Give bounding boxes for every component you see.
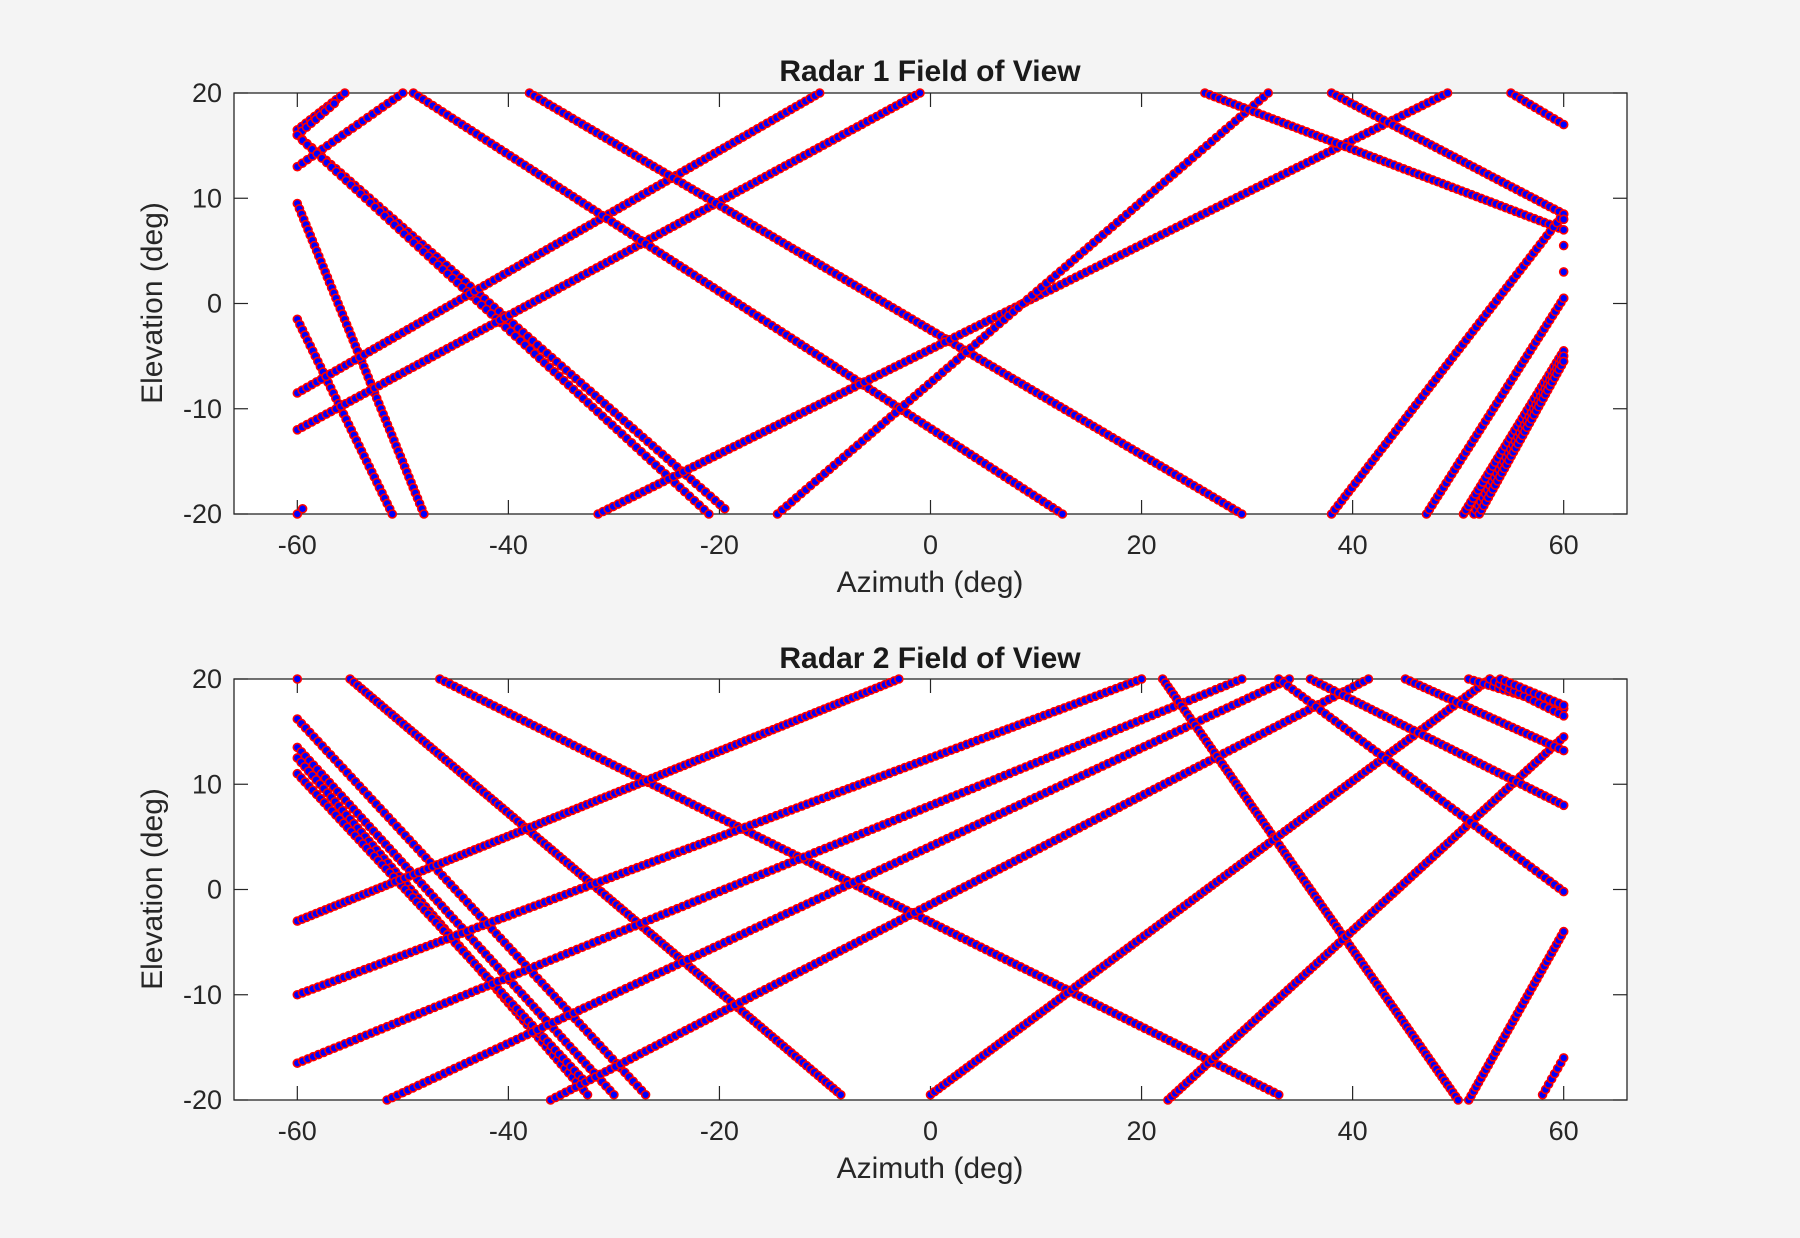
radar-2-ytick-label: -20 — [183, 1085, 222, 1115]
radar-1-track-17-point — [1558, 119, 1569, 130]
radar-2-track-17-point — [1558, 745, 1569, 756]
radar-2-track-13-point — [1453, 1095, 1463, 1105]
radar-2-title: Radar 2 Field of View — [779, 642, 1081, 675]
radar-1-ylabel: Elevation (deg) — [136, 202, 169, 404]
radar-2-track-7-point — [1273, 1089, 1284, 1100]
radar-1-track-1-point — [340, 88, 350, 98]
radar-2-track-1-point — [292, 674, 303, 684]
radar-2-xtick-label: -60 — [278, 1116, 317, 1146]
radar-1-track-13-point — [1442, 88, 1453, 98]
radar-2-ylabel: Elevation (deg) — [136, 788, 169, 990]
radar-1-ytick-label: 0 — [207, 289, 222, 319]
radar-1-track-22-point — [1558, 356, 1569, 367]
radar-2-track-4-point — [582, 1089, 593, 1100]
radar-1-xlabel: Azimuth (deg) — [837, 566, 1024, 599]
radar-1-xtick-label: 20 — [1127, 530, 1157, 560]
radar-2-points — [292, 674, 1569, 1105]
radar-1-track-6-point — [419, 509, 429, 519]
radar-1-track-10-point — [915, 88, 925, 98]
radar-2-ytick-label: 20 — [192, 664, 222, 694]
radar-1-ytick-label: -10 — [183, 394, 222, 424]
radar-1-title: Radar 1 Field of View — [779, 55, 1081, 88]
radar-2-track-6-point — [835, 1089, 846, 1100]
radar-2-track-16-point — [1558, 800, 1569, 811]
radar-1-axes: Radar 1 Field of View Azimuth (deg) Elev… — [136, 55, 1628, 599]
radar-1-track-7-point — [387, 509, 398, 519]
radar-2-xtick-label: 60 — [1549, 1116, 1579, 1146]
radar-1-track-15-point — [1558, 225, 1569, 235]
radar-1-track-23-point — [1558, 214, 1569, 225]
radar-2-axes: Radar 2 Field of View Azimuth (deg) Elev… — [136, 642, 1628, 1185]
radar-1-track-14-point — [1263, 88, 1273, 98]
radar-1-track-23-point — [1558, 267, 1569, 277]
radar-1-track-23-point — [1558, 240, 1569, 251]
radar-1-xtick-label: 0 — [923, 530, 938, 560]
radar-1-points — [292, 88, 1569, 519]
radar-2-track-21-point — [1558, 700, 1569, 711]
radar-2-track-20-point — [1558, 711, 1569, 721]
radar-2-track-12-point — [1363, 674, 1374, 684]
radar-1-track-12-point — [1237, 509, 1247, 519]
radar-1-ytick-label: -20 — [183, 499, 222, 529]
radar-1-track-23-point — [1558, 293, 1569, 304]
radar-1-xtick-label: -40 — [489, 530, 528, 560]
radar-1-ticks: -60 -40 -20 0 20 40 60 -20 -10 0 10 20 — [183, 78, 1627, 560]
radar-2-ytick-label: -10 — [183, 980, 222, 1010]
radar-2-xtick-label: 0 — [923, 1116, 938, 1146]
radar-1-xtick-label: -60 — [278, 530, 317, 560]
radar-1-track-8-point — [297, 503, 308, 514]
radar-2-ytick-label: 10 — [192, 769, 222, 799]
radar-2-xtick-label: -40 — [489, 1116, 528, 1146]
radar-2-track-15-point — [1558, 732, 1569, 742]
radar-2-xlabel: Azimuth (deg) — [837, 1152, 1024, 1185]
radar-1-track-4-point — [719, 503, 730, 514]
radar-1-xtick-label: 60 — [1549, 530, 1579, 560]
radar-1-ytick-label: 10 — [192, 183, 222, 213]
radar-1-plot-area — [233, 92, 1628, 515]
radar-2-track-8-point — [894, 674, 904, 684]
radar-1-xtick-label: 40 — [1338, 530, 1368, 560]
radar-1-xtick-label: -20 — [700, 530, 739, 560]
radar-2-track-22-point — [1558, 926, 1569, 937]
radar-2-ticks: -60 -40 -20 0 20 40 60 -20 -10 0 10 20 — [183, 664, 1627, 1146]
radar-1-ytick-label: 20 — [192, 78, 222, 108]
radar-2-track-2-point — [640, 1089, 651, 1100]
radar-2-ytick-label: 0 — [207, 875, 222, 905]
radar-1-track-2-point — [329, 98, 340, 109]
radar-2-track-10-point — [1237, 674, 1247, 684]
radar-1-track-9-point — [814, 88, 825, 98]
radar-2-track-23-point — [1558, 1053, 1569, 1063]
radar-1-track-3-point — [398, 88, 408, 98]
radar-2-track-9-point — [1136, 674, 1147, 684]
radar-2-track-18-point — [1558, 886, 1569, 897]
radar-2-xtick-label: 20 — [1127, 1116, 1157, 1146]
radar-1-track-5-point — [704, 509, 714, 519]
radar-2-xtick-label: -20 — [700, 1116, 739, 1146]
radar-2-track-3-point — [609, 1089, 619, 1100]
radar-1-track-11-point — [1057, 509, 1068, 519]
radar-2-xtick-label: 40 — [1338, 1116, 1368, 1146]
